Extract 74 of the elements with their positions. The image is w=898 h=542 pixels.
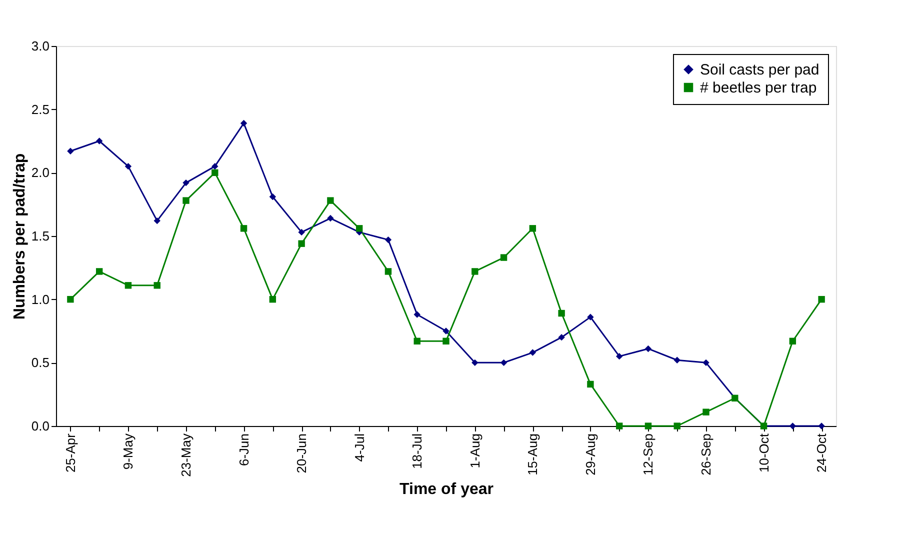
x-tick-label: 10-Oct [756, 433, 772, 473]
point [240, 120, 248, 127]
point [674, 422, 680, 430]
point [298, 240, 305, 247]
y-tick-label: 0.0 [31, 418, 50, 434]
point [384, 236, 392, 244]
point [96, 268, 103, 275]
legend-label: # beetles per trap [700, 80, 817, 96]
y-tick-label: 2.0 [31, 165, 50, 180]
x-axis-title: Time of year [400, 480, 494, 498]
y-tick-label: 0.5 [31, 355, 50, 370]
point [789, 422, 796, 430]
point [124, 162, 132, 170]
point [644, 422, 652, 430]
legend-label: Soil casts per pad [700, 62, 820, 78]
point [818, 296, 825, 303]
point [124, 282, 132, 289]
point [269, 296, 276, 303]
x-tick-label: 4-Jul [352, 433, 367, 462]
point [616, 352, 623, 360]
point [702, 408, 710, 416]
point [500, 359, 508, 366]
y-tick-label: 1.5 [31, 228, 50, 244]
x-tick-label: 26-Sep [698, 434, 714, 476]
x-tick-label: 18-Jul [410, 433, 425, 469]
point [356, 225, 363, 232]
point [529, 349, 536, 356]
point [587, 314, 594, 320]
point [154, 282, 160, 289]
x-tick-label: 24-Oct [814, 433, 830, 473]
point [182, 197, 190, 204]
x-tick-label: 6-Jun [236, 434, 252, 466]
point [414, 338, 420, 344]
x-tick-label: 15-Aug [525, 434, 540, 476]
point [269, 193, 276, 200]
point [212, 162, 218, 170]
point [529, 225, 536, 232]
point [327, 214, 334, 222]
point [558, 310, 565, 317]
point [182, 179, 190, 186]
point [702, 359, 710, 366]
x-tick-label: 25-Apr [62, 432, 78, 473]
point [240, 225, 248, 232]
y-axis-title: Numbers per pad/trap [11, 153, 28, 320]
point [384, 268, 392, 275]
point [644, 345, 652, 352]
point [818, 422, 825, 430]
point [472, 359, 478, 366]
point [96, 138, 103, 144]
point [67, 148, 74, 154]
point [472, 268, 478, 275]
point [154, 217, 160, 224]
y-tick-label: 1.0 [31, 292, 50, 307]
point [442, 328, 450, 334]
point [587, 380, 594, 388]
point [442, 338, 450, 344]
point [558, 334, 565, 341]
point [616, 422, 623, 430]
point [500, 254, 508, 261]
y-tick-label: 2.5 [31, 102, 50, 117]
x-tick-label: 1-Aug [467, 434, 482, 468]
point [212, 169, 218, 176]
y-tick-label: 3.0 [31, 38, 50, 54]
x-tick-label: 12-Sep [640, 434, 656, 476]
point [67, 296, 74, 303]
point [674, 356, 680, 364]
x-tick-label: 29-Aug [582, 434, 598, 476]
point [789, 338, 796, 344]
point [327, 197, 334, 204]
point [298, 228, 305, 236]
x-tick-label: 9-May [120, 433, 136, 470]
x-tick-label: 23-May [178, 433, 194, 477]
x-tick-label: 20-Jun [294, 434, 310, 474]
point [414, 311, 420, 318]
